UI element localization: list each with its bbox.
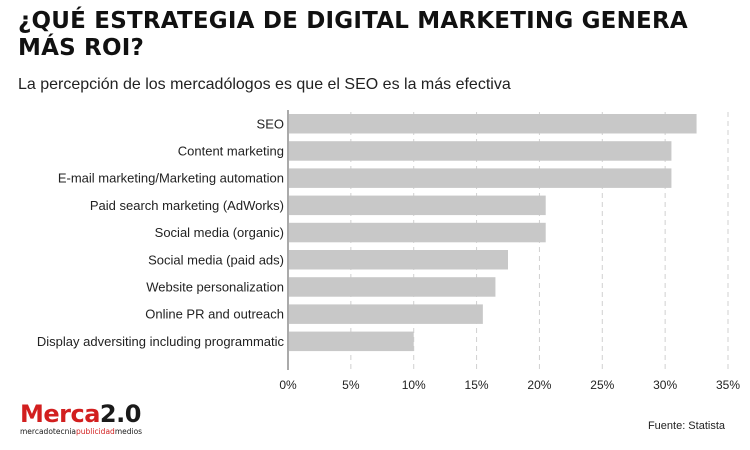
bar bbox=[289, 277, 496, 297]
bar bbox=[289, 222, 546, 243]
bar bbox=[289, 331, 414, 352]
bar bbox=[289, 141, 672, 161]
bar bbox=[289, 195, 546, 216]
x-tick-label: 0% bbox=[279, 378, 297, 392]
x-tick-label: 25% bbox=[590, 378, 614, 392]
category-label: SEO bbox=[257, 116, 284, 131]
x-tick-label: 35% bbox=[716, 378, 740, 392]
chart-title: ¿QUÉ ESTRATEGIA DE DIGITAL MARKETING GEN… bbox=[18, 8, 688, 61]
x-tick-label: 15% bbox=[465, 378, 489, 392]
category-label: Social media (organic) bbox=[155, 225, 284, 240]
merca-logo: Merca2.0 mercadotecniapublicidadmedios bbox=[20, 400, 143, 438]
logo-brand-text: Merca bbox=[20, 400, 100, 428]
category-label: Content marketing bbox=[178, 143, 284, 158]
logo-tag-2: publicidad bbox=[76, 427, 115, 436]
logo-tagline: mercadotecniapublicidadmedios bbox=[20, 427, 143, 436]
bar-chart: SEO Content marketing E-mail marketing/Mar… bbox=[37, 110, 740, 392]
category-label: Online PR and outreach bbox=[145, 307, 284, 322]
logo-tag-1: mercadotecnia bbox=[20, 427, 77, 436]
bar bbox=[289, 250, 508, 270]
category-labels: SEO Content marketing E-mail marketing/Mar… bbox=[37, 116, 285, 349]
bar bbox=[289, 168, 672, 188]
bar bbox=[289, 304, 483, 324]
x-tick-label: 30% bbox=[653, 378, 677, 392]
logo-brand-number: 2.0 bbox=[99, 400, 142, 428]
bar bbox=[289, 114, 697, 134]
category-label: Paid search marketing (AdWorks) bbox=[90, 198, 284, 213]
x-tick-label: 10% bbox=[402, 378, 426, 392]
logo-tag-3: medios bbox=[114, 427, 143, 436]
category-label: Display adversiting including programmat… bbox=[37, 334, 285, 349]
chart-subtitle: La percepción de los mercadólogos es que… bbox=[18, 76, 511, 93]
x-tick-label: 20% bbox=[527, 378, 551, 392]
x-tick-label: 5% bbox=[342, 378, 360, 392]
logo-brand: Merca2.0 bbox=[20, 400, 142, 428]
x-axis-ticks: 0% 5% 10% 15% 20% 25% 30% 35% bbox=[279, 378, 740, 392]
bars bbox=[289, 114, 697, 352]
category-label: Social media (paid ads) bbox=[148, 252, 284, 267]
category-label: E-mail marketing/Marketing automation bbox=[58, 171, 284, 186]
category-label: Website personalization bbox=[146, 279, 284, 294]
source-note: Fuente: Statista bbox=[647, 420, 725, 432]
